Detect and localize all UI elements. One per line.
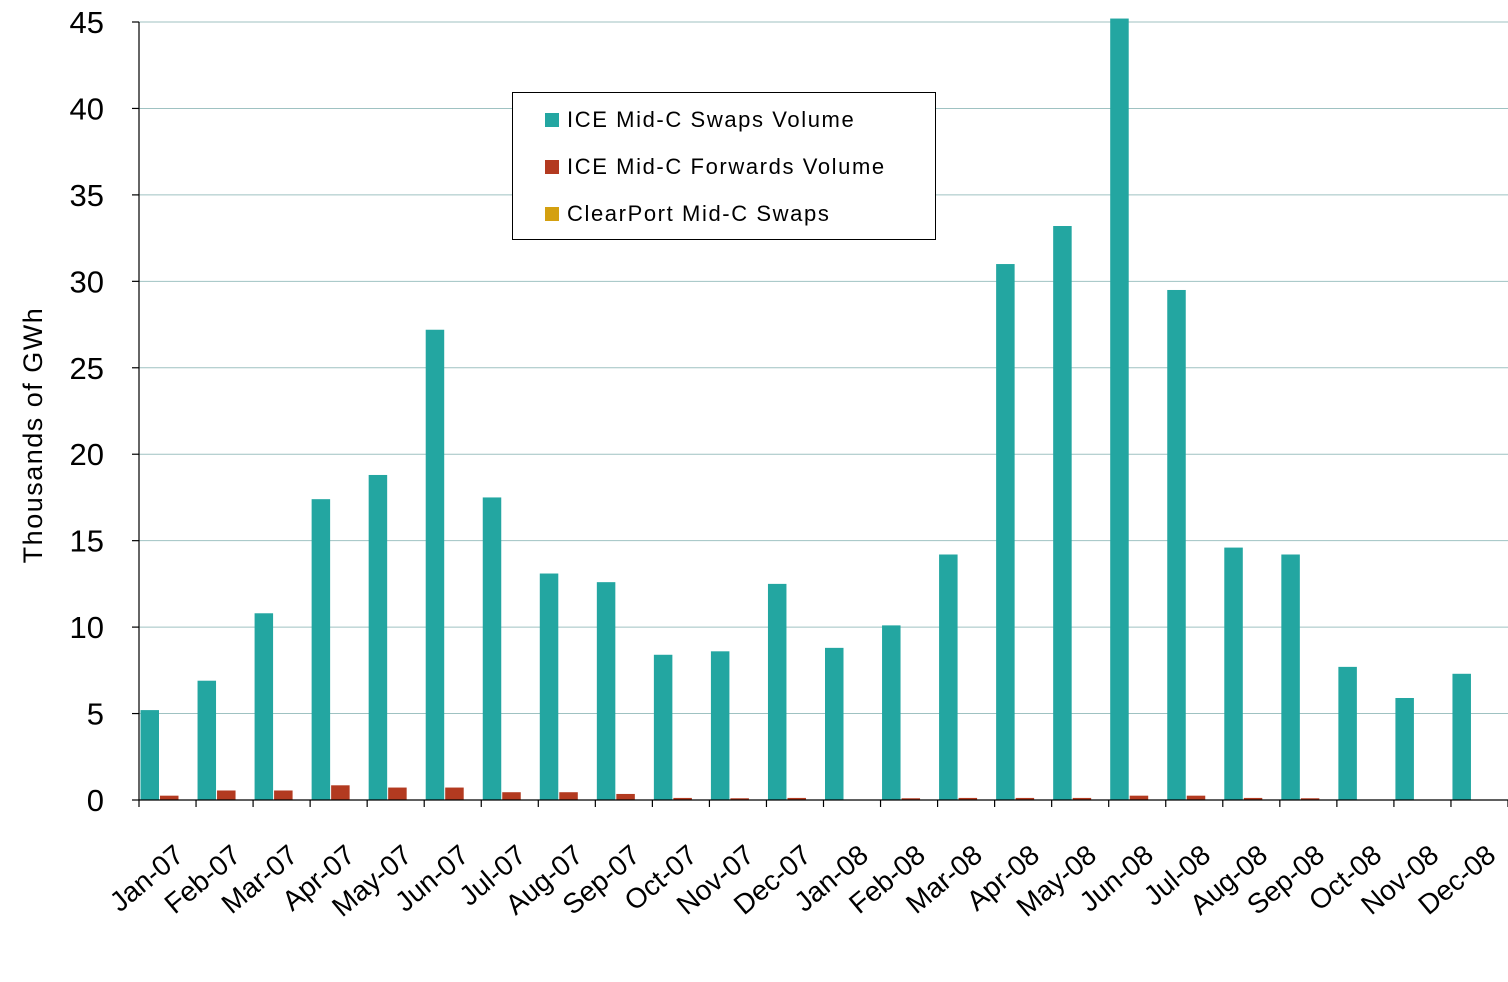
y-tick-label: 45 <box>70 5 104 40</box>
bar <box>787 797 806 800</box>
bar <box>1186 795 1206 800</box>
bar <box>996 264 1015 800</box>
bar <box>502 792 521 800</box>
bar <box>388 787 407 800</box>
legend-swatch-swaps <box>545 113 559 127</box>
bar <box>767 583 787 800</box>
bar <box>539 573 559 800</box>
bar <box>254 613 274 800</box>
bar <box>1110 18 1129 800</box>
bar <box>331 785 350 800</box>
bar <box>559 792 578 800</box>
y-tick-label: 35 <box>70 178 104 213</box>
bar <box>1072 797 1092 800</box>
bar <box>140 710 159 800</box>
bar <box>445 787 464 800</box>
y-tick-label: 10 <box>70 610 104 645</box>
y-axis-label: Thousands of GWh <box>18 307 48 564</box>
y-tick-label: 30 <box>70 264 104 299</box>
y-tick-label: 5 <box>87 697 104 732</box>
y-tick-label: 0 <box>87 783 104 818</box>
bar <box>1053 226 1072 800</box>
bar <box>197 680 217 800</box>
x-axis-labels: Jan-07Feb-07Mar-07Apr-07May-07Jun-07Jul-… <box>104 839 1501 923</box>
bar <box>1281 554 1300 800</box>
bar <box>1395 697 1414 800</box>
legend-item-forwards: ICE Mid-C Forwards Volume <box>545 152 886 182</box>
legend-item-swaps: ICE Mid-C Swaps Volume <box>545 105 855 135</box>
bar <box>1129 795 1149 800</box>
bar <box>939 554 958 800</box>
bar <box>425 329 445 800</box>
y-tick-label: 15 <box>70 524 104 559</box>
y-axis-ticks: 0 5 10 15 20 25 30 35 40 45 <box>70 5 139 818</box>
bar <box>368 474 388 800</box>
bar <box>958 797 978 800</box>
bar <box>901 798 921 800</box>
bar <box>596 582 616 800</box>
legend-item-clearport: ClearPort Mid-C Swaps <box>545 199 830 229</box>
bar <box>274 790 293 800</box>
bar <box>1338 666 1357 800</box>
bar <box>882 625 901 800</box>
legend: ICE Mid-C Swaps Volume ICE Mid-C Forward… <box>512 92 936 240</box>
bar <box>1015 797 1035 800</box>
bar <box>825 647 844 800</box>
bar <box>1300 798 1320 800</box>
bar <box>1243 797 1263 800</box>
bar <box>730 798 749 800</box>
y-tick-label: 40 <box>70 91 104 126</box>
bar <box>616 793 635 800</box>
legend-swatch-forwards <box>545 160 559 174</box>
y-tick-label: 20 <box>70 437 104 472</box>
bar <box>1224 547 1243 800</box>
bar <box>160 795 179 800</box>
bar <box>311 499 331 800</box>
bar <box>482 497 502 800</box>
y-tick-label: 25 <box>70 351 104 386</box>
bar <box>1452 673 1471 800</box>
axes <box>138 22 1508 807</box>
bar <box>653 654 673 800</box>
bar <box>217 790 236 800</box>
bar <box>1167 289 1186 800</box>
bar <box>673 797 692 800</box>
bars <box>140 18 1471 800</box>
bar <box>710 651 730 800</box>
legend-label-swaps: ICE Mid-C Swaps Volume <box>567 107 856 132</box>
gridlines <box>139 21 1508 715</box>
legend-label-forwards: ICE Mid-C Forwards Volume <box>567 154 886 179</box>
legend-swatch-clearport <box>545 207 559 221</box>
legend-label-clearport: ClearPort Mid-C Swaps <box>567 201 831 226</box>
